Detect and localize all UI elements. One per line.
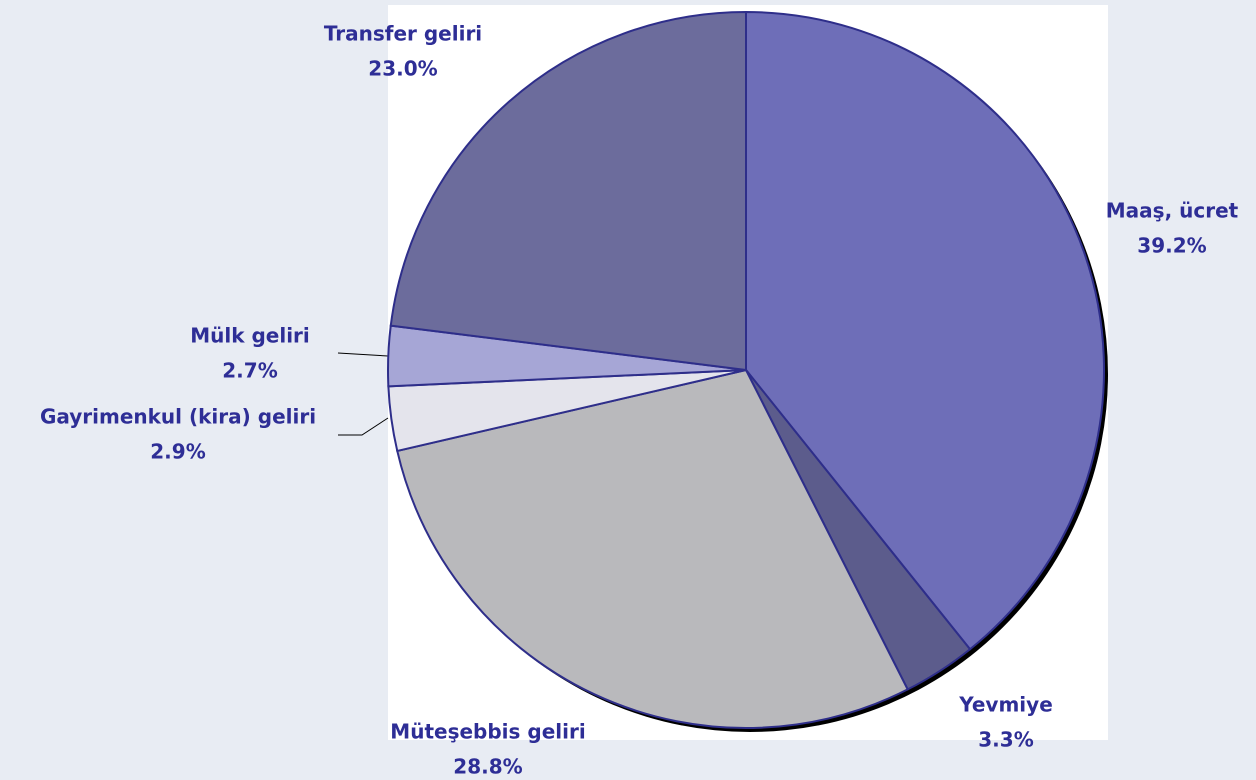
slice-value: 3.3% [978,728,1033,752]
slice-label: Transfer geliri [324,22,482,46]
slice-value: 28.8% [453,755,522,779]
slice-label: Mülk geliri [190,324,310,348]
slice-value: 23.0% [368,57,437,81]
slice-value: 2.7% [222,359,277,383]
slice-value: 2.9% [150,440,205,464]
slice-label: Müteşebbis geliri [390,720,585,744]
slice-value: 39.2% [1137,234,1206,258]
pie-slice [389,10,747,372]
slice-label: Yevmiye [958,693,1053,717]
pie-slice [396,368,910,729]
leader-line [338,417,389,436]
slice-label: Gayrimenkul (kira) geliri [40,405,316,429]
slice-label: Maaş, ücret [1106,199,1239,223]
pie-slice [745,10,1105,651]
leader-line [337,352,389,357]
